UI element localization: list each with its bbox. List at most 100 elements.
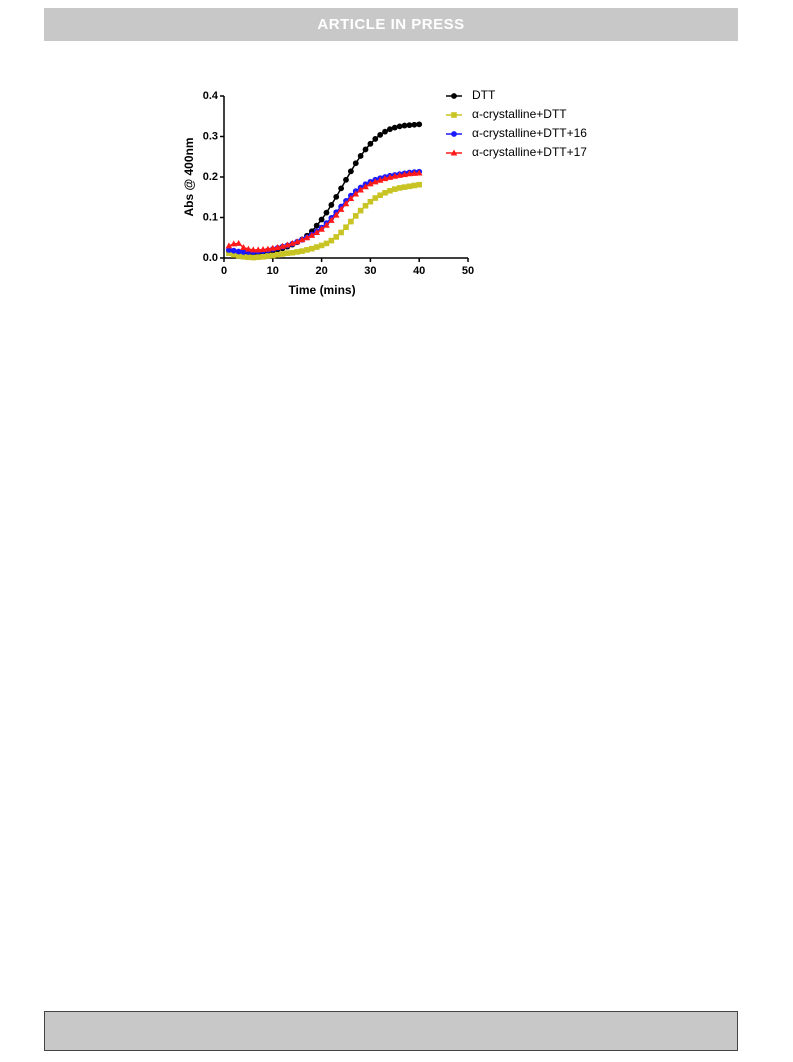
marker xyxy=(308,231,316,238)
marker xyxy=(347,194,355,201)
marker xyxy=(451,112,457,118)
marker xyxy=(259,245,267,252)
marker xyxy=(401,184,408,190)
marker xyxy=(392,186,398,192)
marker xyxy=(279,242,286,249)
y-tick-label: 0.3 xyxy=(203,130,218,142)
marker xyxy=(240,249,247,255)
marker xyxy=(416,121,423,128)
marker xyxy=(371,178,379,185)
x-tick-label: 20 xyxy=(315,265,327,277)
marker xyxy=(372,195,379,201)
marker xyxy=(382,189,388,196)
marker xyxy=(274,243,281,250)
marker xyxy=(415,169,423,176)
y-axis-title: Abs @ 400nm xyxy=(182,137,196,216)
marker xyxy=(381,175,389,182)
marker xyxy=(411,182,418,189)
marker xyxy=(294,249,300,255)
legend-label: α-crystalline+DTT+16 xyxy=(472,126,587,140)
marker xyxy=(338,185,345,192)
legend-label: α-crystalline+DTT xyxy=(472,107,567,121)
marker xyxy=(396,185,403,191)
marker xyxy=(309,245,315,252)
marker xyxy=(367,198,374,205)
marker xyxy=(377,131,384,138)
marker xyxy=(372,136,379,142)
marker xyxy=(367,180,374,187)
marker xyxy=(343,176,349,183)
y-tick-label: 0.2 xyxy=(203,171,218,183)
marker xyxy=(245,254,252,260)
marker xyxy=(406,170,413,177)
marker xyxy=(333,193,340,200)
marker xyxy=(303,234,311,241)
marker xyxy=(270,252,276,259)
marker xyxy=(289,239,296,246)
marker xyxy=(391,172,399,179)
marker xyxy=(318,242,325,249)
marker xyxy=(406,183,413,190)
marker xyxy=(401,171,408,178)
marker xyxy=(450,149,458,156)
marker xyxy=(333,234,340,240)
footer-box xyxy=(44,1011,738,1051)
x-axis-title: Time (mins) xyxy=(288,283,355,297)
marker xyxy=(313,244,320,250)
header-title: ARTICLE IN PRESS xyxy=(317,16,464,33)
marker xyxy=(250,254,257,261)
marker xyxy=(332,211,340,218)
y-tick-label: 0.1 xyxy=(203,211,218,223)
marker xyxy=(249,246,257,253)
marker xyxy=(260,253,266,260)
marker xyxy=(289,249,296,256)
marker xyxy=(352,190,360,197)
marker xyxy=(230,240,238,247)
marker xyxy=(362,146,369,153)
y-tick-label: 0.4 xyxy=(203,90,219,102)
marker xyxy=(264,245,272,252)
marker xyxy=(401,122,408,129)
marker xyxy=(293,238,301,245)
marker xyxy=(382,128,388,135)
marker xyxy=(299,248,305,254)
marker xyxy=(406,122,413,129)
marker xyxy=(391,124,398,131)
marker xyxy=(298,236,306,243)
marker xyxy=(338,229,344,236)
marker xyxy=(337,205,345,212)
marker xyxy=(347,168,354,175)
marker xyxy=(313,228,321,235)
marker xyxy=(323,240,330,247)
marker xyxy=(304,247,310,253)
marker xyxy=(235,239,242,246)
marker xyxy=(225,247,232,253)
marker xyxy=(255,254,261,260)
marker xyxy=(328,237,335,244)
marker xyxy=(245,245,252,252)
marker xyxy=(279,251,286,257)
marker xyxy=(230,247,237,254)
marker xyxy=(318,216,325,223)
marker xyxy=(348,218,354,225)
marker xyxy=(226,250,232,256)
marker xyxy=(328,202,335,208)
marker xyxy=(362,202,369,209)
marker xyxy=(411,169,418,176)
legend-label: DTT xyxy=(472,88,496,102)
marker xyxy=(411,121,418,128)
marker xyxy=(396,171,403,178)
marker xyxy=(313,222,320,229)
marker xyxy=(451,131,457,137)
marker xyxy=(274,251,281,258)
marker xyxy=(396,123,403,130)
marker xyxy=(323,209,330,216)
marker xyxy=(284,241,291,248)
marker xyxy=(357,207,364,214)
marker xyxy=(387,187,393,194)
marker xyxy=(225,242,233,249)
x-tick-label: 40 xyxy=(413,265,425,277)
marker xyxy=(343,224,349,231)
header-band xyxy=(44,8,738,41)
